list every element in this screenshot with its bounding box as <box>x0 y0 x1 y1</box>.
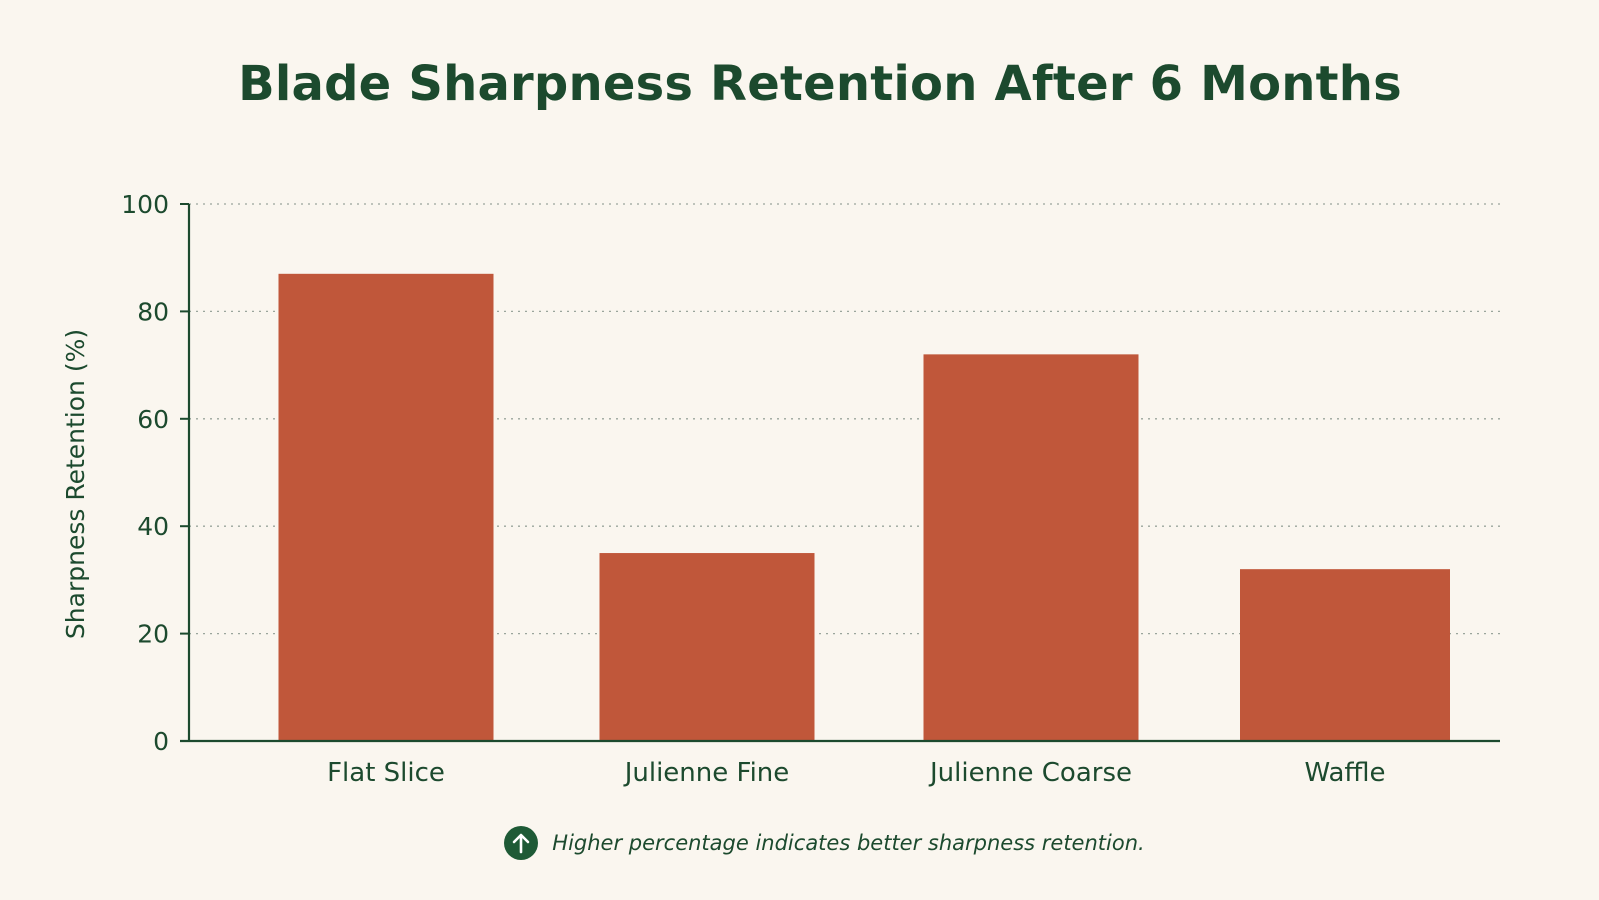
arrow-up-icon <box>504 826 539 860</box>
bar-waffle <box>1240 569 1450 741</box>
footnote: Higher percentage indicates better sharp… <box>0 826 1599 860</box>
x-tick-label: Julienne Fine <box>623 758 790 788</box>
bar-flat-slice <box>278 273 494 741</box>
x-tick-label: Waffle <box>1304 758 1385 788</box>
x-tick-label: Julienne Coarse <box>928 758 1132 788</box>
y-tick-label: 80 <box>137 297 169 326</box>
y-tick-label: 0 <box>153 727 169 756</box>
axes <box>180 203 1500 743</box>
y-tick-label: 100 <box>121 190 169 219</box>
y-tick-label: 60 <box>137 405 169 434</box>
y-tick-label: 20 <box>137 620 169 649</box>
bar-julienne-coarse <box>923 354 1139 741</box>
y-tick-label: 40 <box>137 512 169 541</box>
bar-chart: 0 20 40 60 80 100 Flat Slice Julienne Fine Julie… <box>61 190 1500 788</box>
bar-julienne-fine <box>599 553 815 741</box>
bars <box>278 273 1450 741</box>
y-axis-label: Sharpness Retention (%) <box>61 329 90 639</box>
x-tick-label: Flat Slice <box>327 758 445 788</box>
chart-title: Blade Sharpness Retention After 6 Months <box>238 56 1402 112</box>
tick-labels: 0 20 40 60 80 100 Flat Slice Julienne Fine Julie… <box>121 190 1385 788</box>
footnote-text: Higher percentage indicates better sharp… <box>552 831 1145 855</box>
